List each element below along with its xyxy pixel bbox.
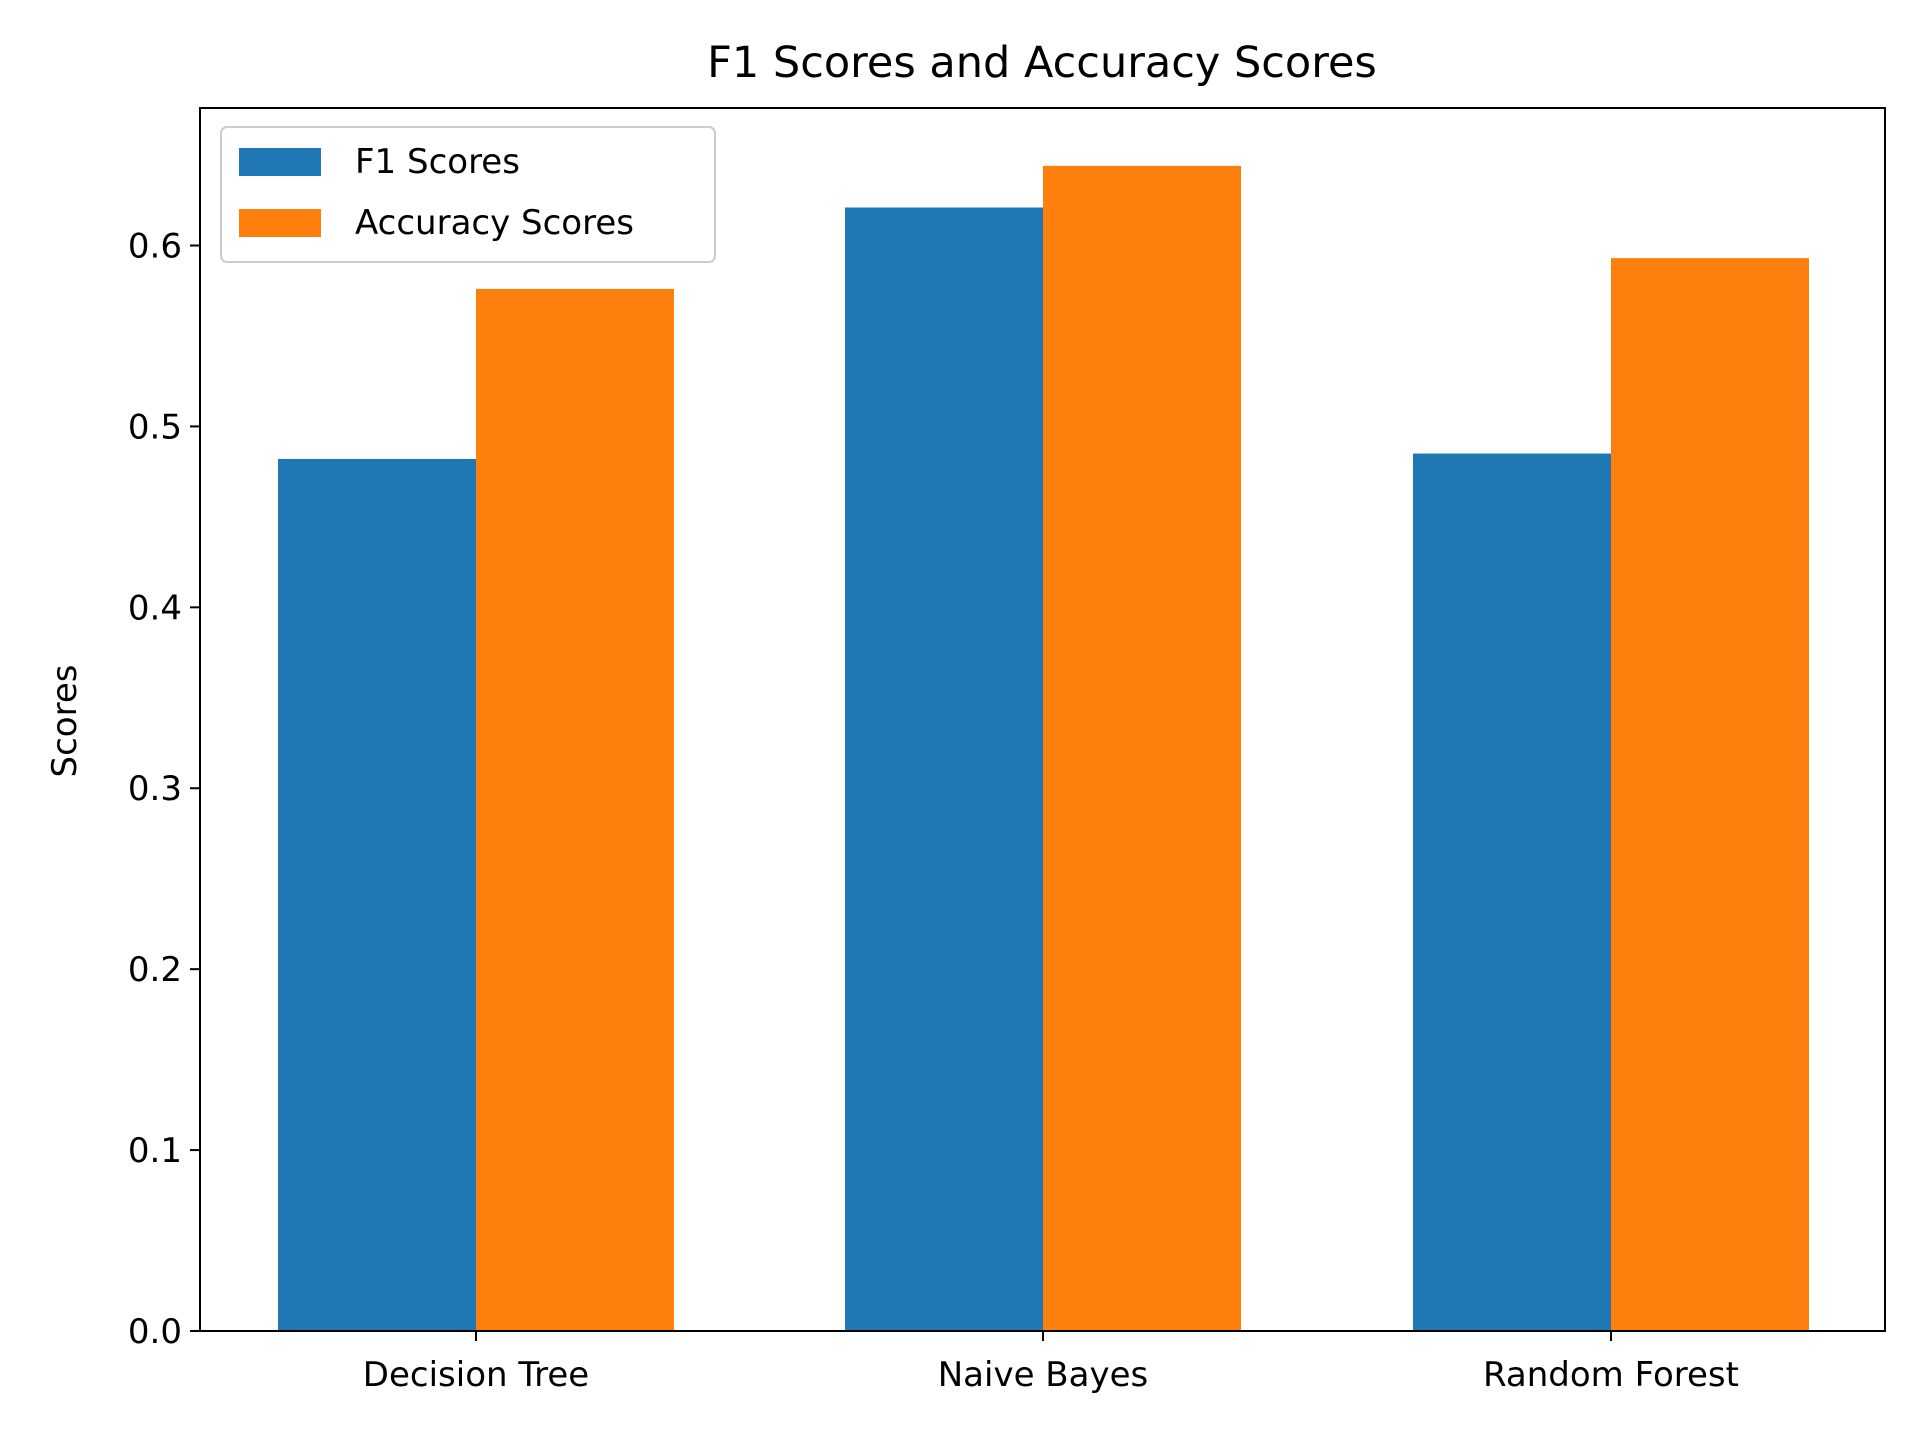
x-tick-label: Decision Tree — [363, 1355, 589, 1395]
y-tick-label: 0.6 — [128, 226, 182, 266]
y-tick-label: 0.1 — [128, 1131, 182, 1171]
y-tick-label: 0.4 — [128, 588, 182, 628]
bar-accuracy-random-forest — [1611, 258, 1809, 1331]
legend: F1 Scores Accuracy Scores — [220, 126, 716, 263]
y-tick-label: 0.2 — [128, 950, 182, 990]
y-axis-ticks: 0.0 0.1 0.2 0.3 0.4 0.5 0.6 — [128, 226, 200, 1352]
chart-title: F1 Scores and Accuracy Scores — [707, 38, 1377, 88]
bar-f1-naive-bayes — [845, 207, 1043, 1332]
y-tick-label: 0.3 — [128, 769, 182, 809]
x-tick-label: Random Forest — [1483, 1355, 1739, 1395]
legend-swatch-accuracy — [239, 209, 321, 237]
legend-box — [220, 126, 716, 263]
x-axis-ticks: Decision Tree Naive Bayes Random Forest — [363, 1331, 1739, 1395]
y-tick-label: 0.5 — [128, 407, 182, 447]
bars-group — [278, 165, 1809, 1332]
bar-f1-decision-tree — [278, 458, 476, 1332]
legend-swatch-f1 — [239, 148, 321, 176]
bar-f1-random-forest — [1413, 453, 1611, 1332]
bar-accuracy-naive-bayes — [1043, 165, 1241, 1331]
legend-label-f1: F1 Scores — [355, 142, 520, 182]
bar-accuracy-decision-tree — [476, 288, 674, 1332]
y-axis-label: Scores — [45, 665, 85, 778]
plot-frame — [199, 107, 1886, 1332]
y-tick-label: 0.0 — [128, 1312, 182, 1352]
x-tick-label: Naive Bayes — [938, 1355, 1148, 1395]
legend-label-accuracy: Accuracy Scores — [355, 203, 634, 243]
